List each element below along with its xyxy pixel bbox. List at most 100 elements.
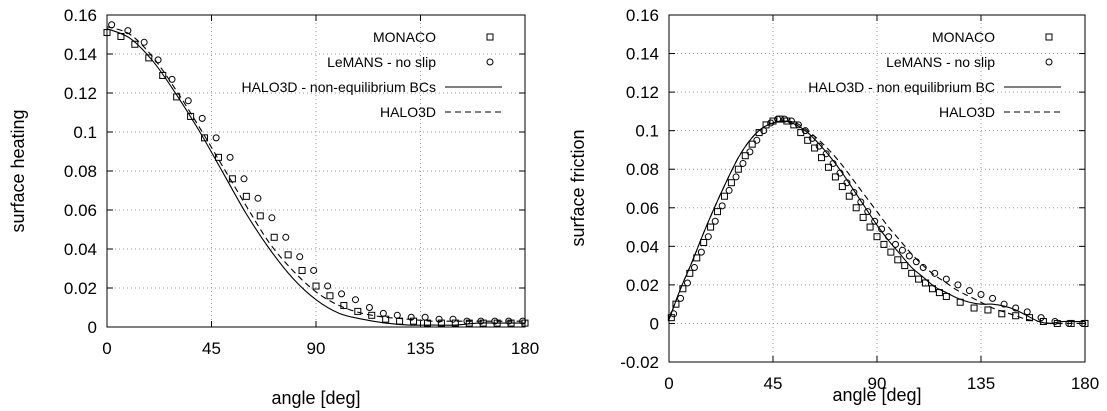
lemans-circle-marker xyxy=(753,136,761,144)
y-tick-label: 0 xyxy=(88,318,97,337)
monaco-square-marker xyxy=(790,121,798,129)
legend-label: HALO3D xyxy=(939,104,995,120)
lemans-circle-marker xyxy=(463,317,471,325)
monaco-square-marker xyxy=(284,251,292,259)
lemans-circle-marker xyxy=(296,253,304,261)
lemans-circle-marker xyxy=(421,313,429,321)
plot-area xyxy=(107,26,525,326)
series-line-halo3d-non-equilibrium xyxy=(669,120,1085,324)
lemans-circle-marker xyxy=(124,27,132,35)
y-tick-label: 0.04 xyxy=(626,237,659,256)
monaco-square-marker xyxy=(410,317,418,325)
lemans-circle-marker xyxy=(794,121,802,129)
y-tick-label: 0.1 xyxy=(635,122,659,141)
legend-label: HALO3D - non-equilibrium BCs xyxy=(241,79,436,95)
legend-circle-marker xyxy=(1045,58,1053,66)
legend-label: MONACO xyxy=(932,29,995,45)
monaco-square-marker xyxy=(824,163,832,171)
lemans-circle-marker xyxy=(822,150,830,158)
lemans-circle-marker xyxy=(1012,304,1020,312)
lemans-circle-marker xyxy=(912,258,920,266)
lemans-circle-marker xyxy=(905,252,913,260)
lemans-circle-marker xyxy=(491,317,499,325)
monaco-square-marker xyxy=(187,112,195,120)
lemans-circle-marker xyxy=(711,217,719,225)
lemans-circle-marker xyxy=(226,153,234,161)
monaco-square-marker xyxy=(852,204,860,212)
x-tick-label: 45 xyxy=(764,374,783,393)
lemans-circle-marker xyxy=(351,296,359,304)
monaco-square-marker xyxy=(1081,319,1089,327)
legend-circle-marker xyxy=(486,58,494,66)
plot-area xyxy=(669,120,1085,325)
monaco-square-marker xyxy=(1053,319,1061,327)
lemans-circle-marker xyxy=(919,264,927,272)
lemans-circle-marker xyxy=(1000,300,1008,308)
lemans-circle-marker xyxy=(282,233,290,241)
lemans-circle-marker xyxy=(725,186,733,194)
y-tick-label: 0.06 xyxy=(626,199,659,218)
monaco-square-marker xyxy=(797,129,805,137)
monaco-square-marker xyxy=(270,233,278,241)
monaco-square-marker xyxy=(693,254,701,262)
lemans-circle-marker xyxy=(677,294,685,302)
lemans-circle-marker xyxy=(898,246,906,254)
monaco-square-marker xyxy=(922,279,930,287)
lemans-circle-marker xyxy=(878,225,886,233)
lemans-circle-marker xyxy=(254,194,262,202)
x-axis-label: angle [deg] xyxy=(271,388,360,408)
monaco-square-marker xyxy=(748,140,756,148)
monaco-square-marker xyxy=(928,285,936,293)
monaco-square-marker xyxy=(998,310,1006,318)
monaco-square-marker xyxy=(838,183,846,191)
monaco-square-marker xyxy=(783,117,791,125)
monaco-square-marker xyxy=(700,238,708,246)
lemans-circle-marker xyxy=(954,281,962,289)
chart-surface-heating: 0 45 90 135 180 0 0.02 0.04 0.06 0.08 0.1 0.12 0.14 0… xyxy=(8,6,539,408)
y-tick-label: 0.16 xyxy=(626,6,659,25)
monaco-square-marker xyxy=(451,319,459,327)
lemans-circle-marker xyxy=(836,169,844,177)
lemans-circle-marker xyxy=(781,115,789,123)
series-line-halo3d xyxy=(669,120,1085,325)
lemans-circle-marker xyxy=(942,275,950,283)
y-tick-label: 0.02 xyxy=(626,276,659,295)
monaco-square-marker xyxy=(117,32,125,40)
legend-label: MONACO xyxy=(373,29,436,45)
lemans-circle-marker xyxy=(1037,314,1045,322)
lemans-circle-marker xyxy=(683,279,691,287)
lemans-circle-marker xyxy=(843,179,851,187)
monaco-square-marker xyxy=(145,54,153,62)
monaco-square-marker xyxy=(667,314,675,322)
x-tick-label: 135 xyxy=(406,339,434,358)
legend-square-marker xyxy=(486,33,494,41)
lemans-circle-marker xyxy=(393,311,401,319)
monaco-square-marker xyxy=(720,192,728,200)
monaco-square-marker xyxy=(437,319,445,327)
lemans-circle-marker xyxy=(505,317,513,325)
lemans-circle-marker xyxy=(989,294,997,302)
y-axis-label: surface heating xyxy=(8,109,28,232)
x-tick-label: 135 xyxy=(967,374,995,393)
lemans-circle-marker xyxy=(435,315,443,323)
monaco-square-marker xyxy=(894,256,902,264)
monaco-square-marker xyxy=(901,262,909,270)
y-tick-label: 0.04 xyxy=(64,240,97,259)
lemans-circle-marker xyxy=(732,173,740,181)
monaco-square-marker xyxy=(811,144,819,152)
monaco-square-marker xyxy=(942,292,950,300)
monaco-square-marker xyxy=(1026,314,1034,322)
monaco-square-marker xyxy=(915,275,923,283)
lemans-circle-marker xyxy=(767,119,775,127)
lemans-circle-marker xyxy=(324,282,332,290)
y-tick-label: 0.02 xyxy=(64,279,97,298)
lemans-circle-marker xyxy=(519,317,527,325)
monaco-square-marker xyxy=(242,192,250,200)
lemans-circle-marker xyxy=(1023,308,1031,316)
monaco-square-marker xyxy=(776,115,784,123)
lemans-circle-marker xyxy=(857,198,865,206)
monaco-square-marker xyxy=(340,302,348,310)
lemans-circle-marker xyxy=(801,127,809,135)
monaco-square-marker xyxy=(173,93,181,101)
